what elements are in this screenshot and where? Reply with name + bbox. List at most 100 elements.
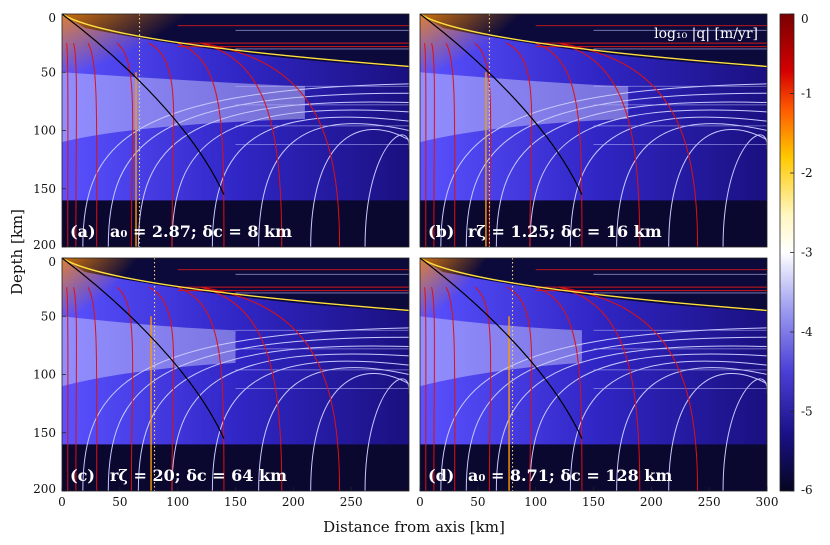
streamline: [107, 92, 409, 247]
y-tick-label: 150: [33, 426, 56, 440]
y-tick-label: 200: [33, 238, 56, 252]
deep-band: [420, 200, 767, 247]
melt-path: [116, 42, 134, 247]
streamline: [495, 345, 767, 491]
streamline: [171, 353, 409, 491]
x-axis-label: Distance from axis [km]: [323, 518, 505, 536]
colorbar-tick-label: -1: [801, 87, 813, 101]
panel-label: (a): [70, 222, 96, 241]
melt-path: [424, 287, 427, 491]
melt-path: [116, 286, 134, 491]
streamline: [258, 123, 409, 247]
melt-halo: [420, 72, 629, 143]
melt-path: [535, 286, 583, 491]
streamline: [440, 83, 767, 247]
melt-path: [200, 286, 341, 491]
yellow-isotherm: [420, 14, 767, 68]
x-tick-label: 50: [112, 495, 127, 509]
panel-a: (a) a₀ = 2.87; δc = 8 km: [62, 14, 409, 247]
melt-path: [73, 42, 77, 247]
streamline: [529, 353, 767, 491]
melt-halo: [62, 316, 236, 387]
melt-path: [506, 42, 533, 247]
melt-path: [148, 286, 175, 491]
streamline: [211, 360, 409, 491]
melt-path: [200, 42, 341, 247]
x-tick-label: 150: [582, 495, 605, 509]
x-tick-label: 100: [166, 495, 189, 509]
melt-path: [73, 286, 77, 491]
panel-frame: [419, 13, 768, 248]
panel-label: (c): [70, 466, 95, 485]
streamline: [569, 116, 767, 247]
melt-path: [431, 286, 435, 491]
melt-path: [87, 42, 98, 247]
melt-halo: [62, 72, 305, 143]
y-tick-label: 100: [33, 124, 56, 138]
melt-path: [177, 286, 225, 491]
streamline: [722, 378, 767, 491]
melt-region: [62, 14, 236, 102]
panel-c: (c) rζ = 20; δc = 64 km: [62, 258, 409, 491]
melt-path: [445, 42, 456, 247]
melt-path: [66, 287, 69, 491]
streamline: [722, 134, 767, 247]
melt-path: [200, 42, 283, 247]
black-contour: [420, 14, 583, 195]
x-tick-label: 100: [524, 495, 547, 509]
colorbar-tick-label: -2: [801, 166, 813, 180]
yellow-isotherm: [62, 258, 409, 312]
streamline: [258, 367, 409, 491]
y-tick-label: 100: [33, 368, 56, 382]
y-tick-label: 200: [33, 482, 56, 496]
x-tick-label: 0: [58, 495, 66, 509]
melt-path: [558, 42, 699, 247]
panel-b: (b) rζ = 1.25; δc = 16 km: [420, 14, 767, 247]
y-tick-label: 0: [48, 11, 56, 25]
streamline: [465, 92, 767, 247]
streamline: [465, 336, 767, 491]
streamline: [495, 101, 767, 247]
deep-band: [420, 444, 767, 491]
streamline: [137, 101, 409, 247]
y-tick-label: 50: [41, 65, 56, 79]
x-tick-label: 250: [340, 495, 363, 509]
colorbar-tick-label: -3: [801, 246, 813, 260]
melt-path: [506, 286, 533, 491]
streamline: [211, 116, 409, 247]
melt-path: [177, 42, 225, 247]
streamline: [529, 109, 767, 247]
colorbar-tick-label: -6: [801, 483, 813, 497]
y-tick-label: 150: [33, 182, 56, 196]
y-tick-label: 0: [48, 255, 56, 269]
streamline: [171, 109, 409, 247]
streamline: [668, 373, 767, 491]
melt-path: [148, 42, 175, 247]
melt-region: [420, 258, 513, 346]
colorbar-tick-label: -4: [801, 325, 813, 339]
panel-annotation: rζ = 1.25; δc = 16 km: [468, 222, 662, 241]
x-tick-label: 200: [640, 495, 663, 509]
yellow-isotherm: [420, 258, 767, 312]
streamline: [137, 345, 409, 491]
y-axis-label: Depth [km]: [8, 209, 26, 295]
black-contour: [62, 258, 225, 439]
x-tick-label: 50: [470, 495, 485, 509]
melt-path: [445, 286, 456, 491]
x-tick-label: 150: [224, 495, 247, 509]
black-contour: [62, 14, 225, 195]
streamline: [616, 123, 767, 247]
melt-path: [474, 286, 492, 491]
panel-label: (d): [428, 466, 454, 485]
deep-band: [62, 200, 409, 247]
melt-halo: [420, 316, 582, 387]
colorbar-tick-label: -5: [801, 405, 813, 419]
x-tick-label: 200: [282, 495, 305, 509]
melt-path: [431, 42, 435, 247]
panel-label: (b): [428, 222, 454, 241]
streamline: [82, 327, 409, 491]
streamline: [82, 83, 409, 247]
melt-path: [66, 43, 69, 247]
streamline: [364, 378, 409, 491]
melt-path: [535, 42, 583, 247]
